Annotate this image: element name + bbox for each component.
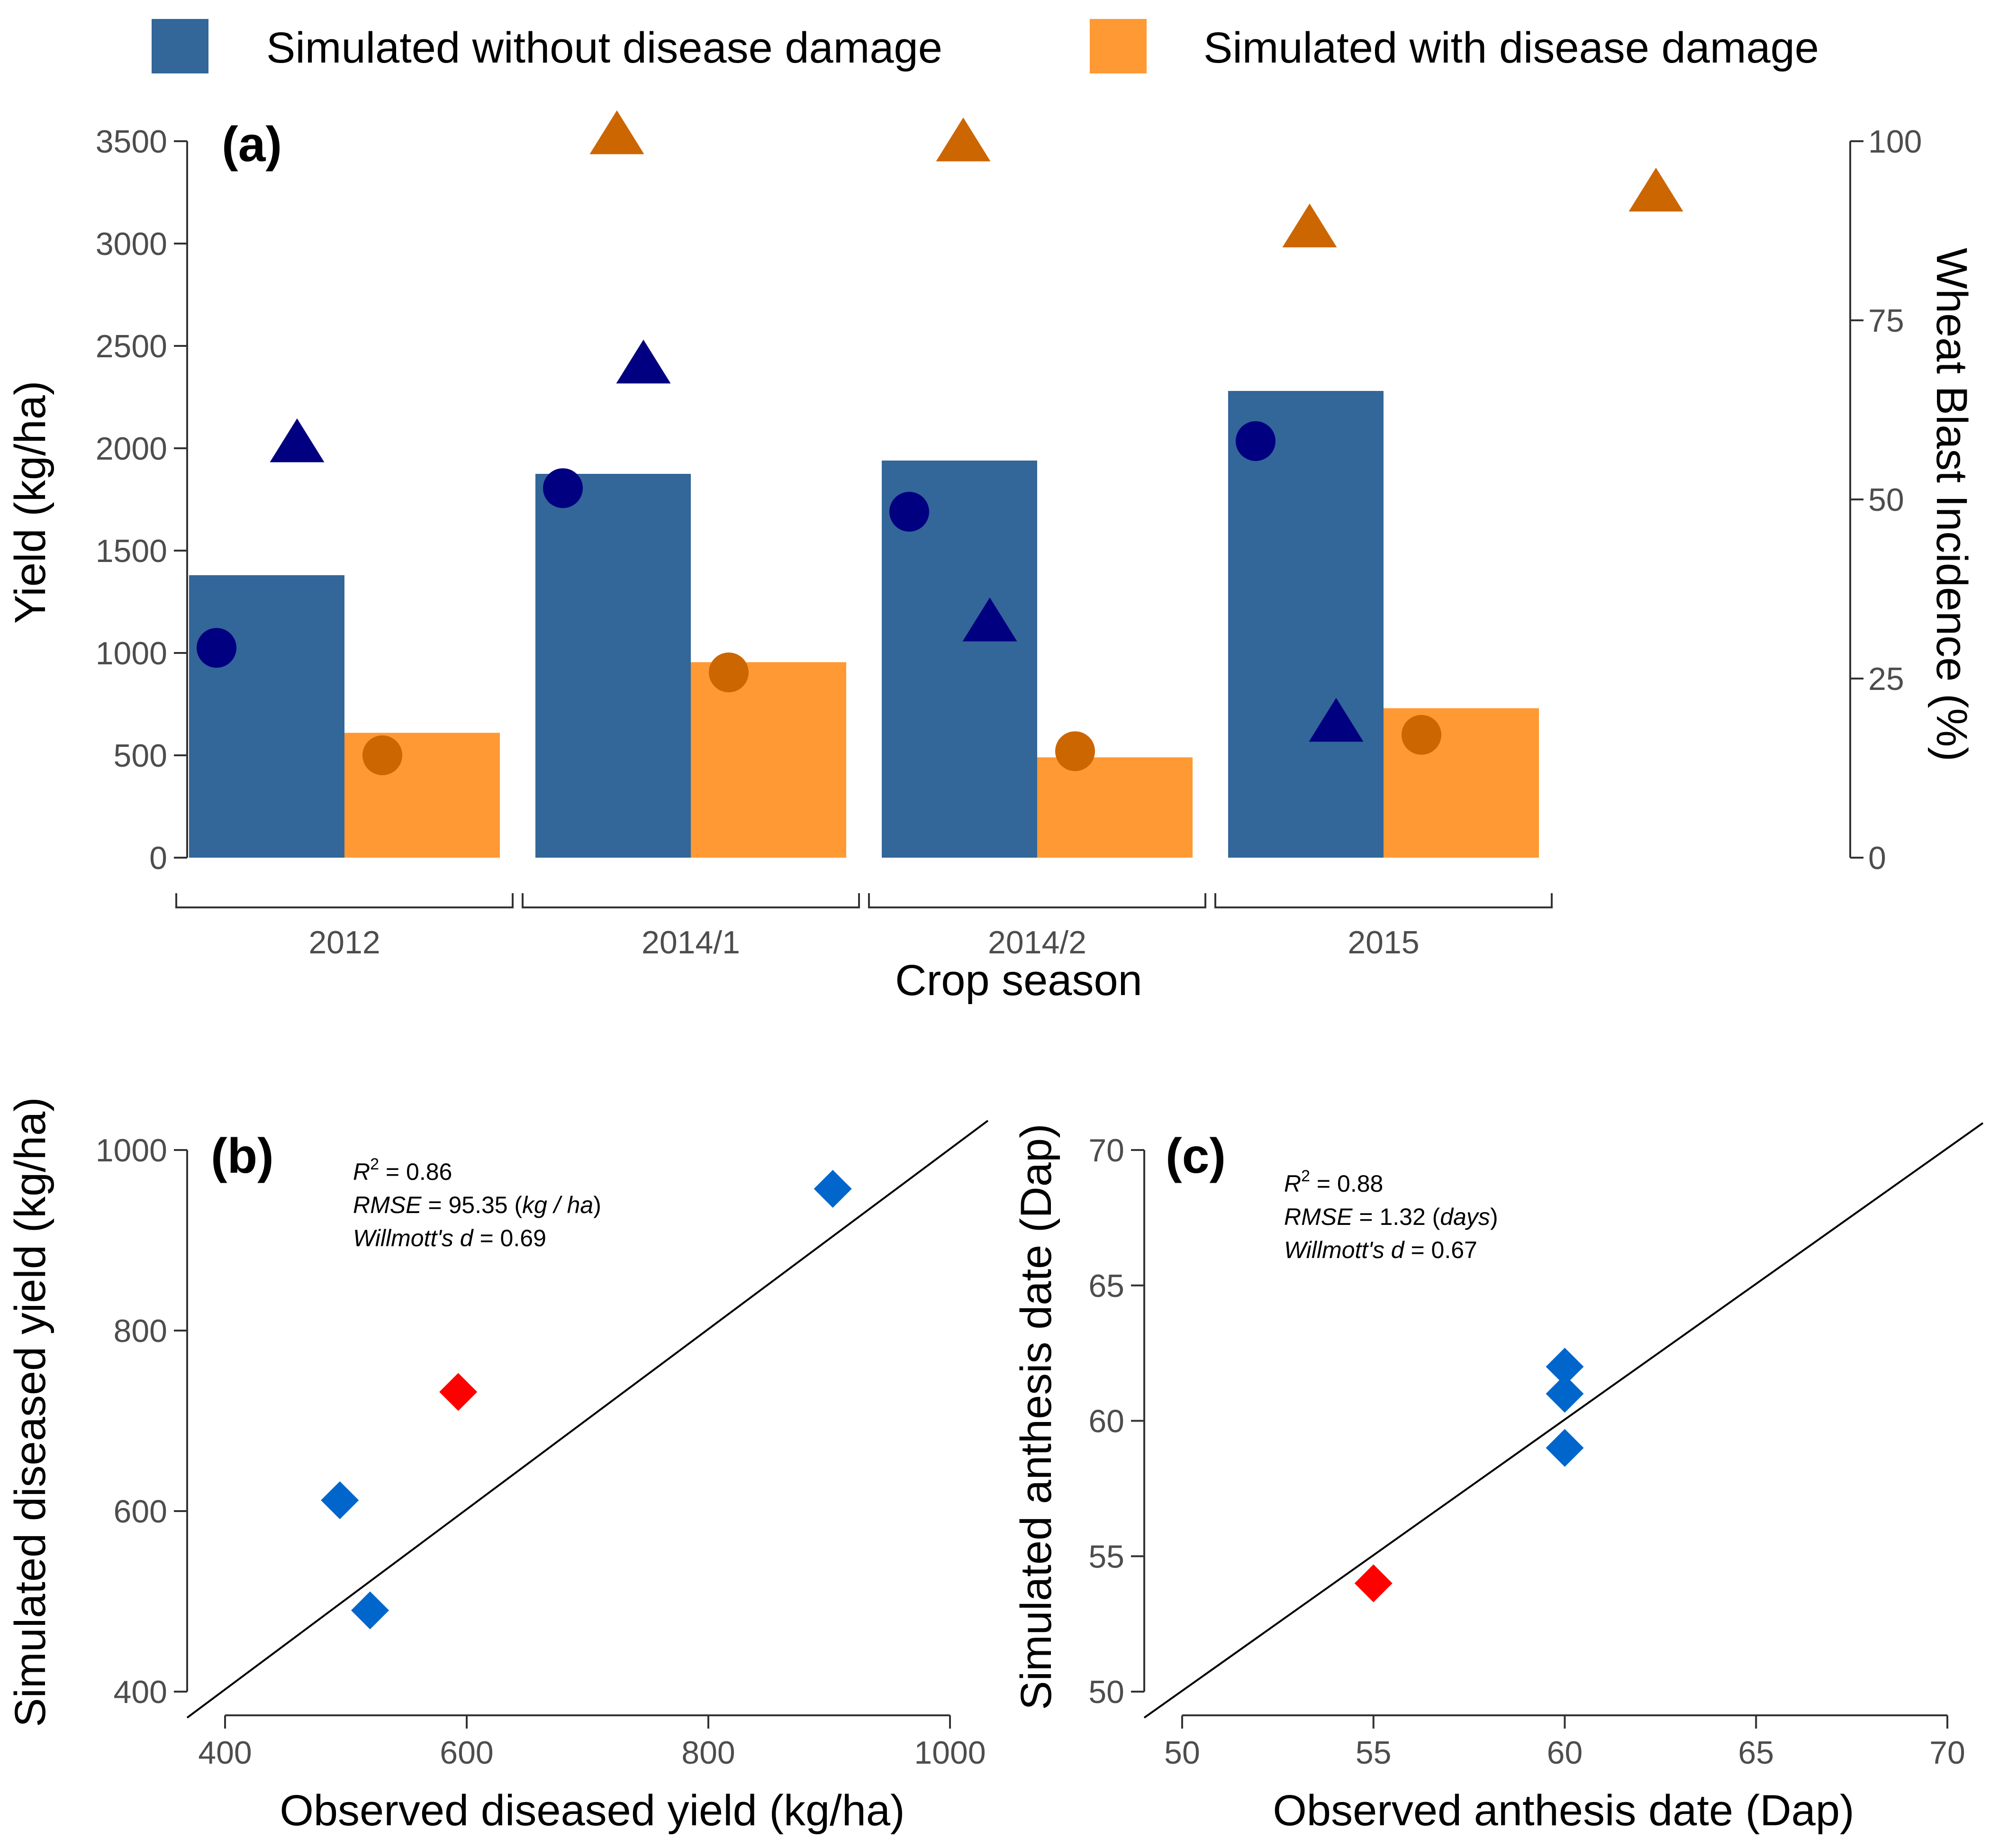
y-tick-label: 55 (1088, 1539, 1124, 1575)
one-to-one-line (186, 1120, 989, 1719)
y-tick-label: 800 (114, 1313, 167, 1349)
x-tick-label: 60 (1547, 1735, 1583, 1771)
bar-without-2014/1 (535, 474, 691, 858)
observed-yield-point-without-2014/2 (889, 491, 929, 532)
y2-tick-label: 25 (1868, 661, 1904, 697)
observed-yield-point-with-2014/1 (709, 652, 749, 693)
observed-yield-point-without-2012 (197, 628, 236, 668)
panel-c: 50 55 60 65 70 50 55 60 65 70 R2 = 0.88 RMSE = 1.32… (1012, 1122, 1984, 1835)
x-category-bracket (522, 893, 860, 908)
legend-label-2: Simulated with disease damage (1203, 24, 1819, 72)
bar-without-2015 (1228, 391, 1384, 858)
y-tick-label: 50 (1088, 1674, 1124, 1710)
observed-yield-point-with-2012 (362, 735, 402, 775)
y2-axis-title: Wheat Blast Incidence (%) (1927, 248, 1976, 761)
y-tick-label: 0 (149, 840, 167, 876)
x-tick-label: 800 (681, 1735, 735, 1771)
y-axis-title: Simulated anthesis date (Dap) (1012, 1123, 1060, 1710)
x-axis-title: Observed anthesis date (Dap) (1273, 1786, 1854, 1835)
blast-incidence-point-without-2012 (270, 418, 325, 462)
y2-tick-label: 0 (1868, 840, 1886, 876)
x-tick-label: 50 (1164, 1735, 1200, 1771)
x-category-bracket (175, 893, 514, 908)
observed-yield-point-with-2014/2 (1055, 731, 1095, 771)
legend-swatch-1 (152, 19, 208, 73)
legend-swatch-2 (1090, 19, 1147, 73)
blast-incidence-point-without-2014/1 (616, 339, 671, 384)
observed-yield-point-without-2015 (1236, 421, 1275, 461)
y-tick-label: 1000 (96, 635, 167, 671)
observed-yield-point-with-2015 (1402, 715, 1441, 755)
y-axis-title: Simulated diseased yield (kg/ha) (6, 1097, 54, 1727)
y-tick-label: 1000 (96, 1132, 167, 1169)
panel-label-b: (b) (211, 1129, 274, 1184)
x-tick-label: 55 (1356, 1735, 1392, 1771)
blast-incidence-point-with-2012 (589, 110, 644, 154)
y2-tick-label: 100 (1868, 124, 1922, 160)
y-tick-label: 3000 (96, 226, 167, 262)
scatter-point-1 (1354, 1564, 1393, 1603)
y-tick-label: 400 (114, 1674, 167, 1710)
x-axis-title: Observed diseased yield (kg/ha) (280, 1786, 905, 1835)
y2-tick-label: 75 (1868, 303, 1904, 339)
stat-willmott: Willmott's d = 0.67 (1284, 1237, 1477, 1263)
panel-label-a: (a) (222, 117, 282, 172)
y-tick-label: 70 (1088, 1132, 1124, 1169)
y-tick-label: 3500 (96, 124, 167, 160)
stat-r2: R2 = 0.86 (353, 1155, 452, 1185)
y-tick-label: 60 (1088, 1404, 1124, 1440)
scatter-point-3 (439, 1373, 478, 1411)
legend-label-1: Simulated without disease damage (266, 24, 942, 72)
y-tick-label: 2000 (96, 431, 167, 467)
bar-with-2014/1 (691, 662, 846, 858)
x-tick-label: 2015 (1348, 924, 1419, 960)
panel-b: 400 600 800 1000 400 600 800 1000 R2 = 0.86 RMSE … (6, 1097, 989, 1835)
x-tick-label: 1000 (914, 1735, 986, 1771)
scatter-point-4 (1546, 1348, 1584, 1386)
panel-label-c: (c) (1166, 1129, 1226, 1184)
scatter-point-1 (321, 1481, 359, 1520)
stat-r2: R2 = 0.88 (1284, 1167, 1383, 1197)
x-axis-title: Crop season (895, 956, 1142, 1005)
scatter-point-4 (814, 1169, 852, 1208)
stat-rmse: RMSE = 1.32 (days) (1284, 1204, 1498, 1230)
blast-incidence-point-without-2015 (1309, 698, 1364, 742)
blast-incidence-point-with-2015 (1628, 167, 1683, 212)
blast-incidence-point-with-2014/1 (936, 118, 991, 162)
blast-incidence-point-without-2014/2 (962, 598, 1017, 642)
x-category-bracket (1214, 893, 1553, 908)
y-tick-label: 500 (114, 738, 167, 774)
x-tick-label: 2012 (308, 924, 380, 960)
scatter-point-2 (351, 1591, 389, 1630)
y-tick-label: 600 (114, 1494, 167, 1530)
y2-tick-label: 50 (1868, 482, 1904, 518)
scatter-point-3 (1546, 1375, 1584, 1413)
bar-without-2012 (189, 575, 344, 858)
x-tick-label: 65 (1738, 1735, 1774, 1771)
x-tick-label: 70 (1929, 1735, 1965, 1771)
legend: Simulated without disease damage Simulate… (152, 19, 1819, 73)
x-tick-label: 2014/2 (988, 924, 1086, 960)
y-tick-label: 1500 (96, 533, 167, 569)
y-tick-label: 2500 (96, 328, 167, 364)
observed-yield-point-without-2014/1 (543, 468, 583, 508)
x-tick-label: 400 (198, 1735, 252, 1771)
x-tick-label: 2014/1 (642, 924, 740, 960)
blast-incidence-point-with-2014/2 (1282, 203, 1337, 247)
x-category-bracket (868, 893, 1206, 908)
panel-a: 0 500 1000 1500 2000 2500 3000 3500 0 25 50 75 100 20… (6, 110, 1976, 1005)
one-to-one-line (1143, 1122, 1984, 1719)
bar-with-2014/2 (1037, 757, 1193, 858)
scatter-point-2 (1546, 1429, 1584, 1467)
y-axis-title: Yield (kg/ha) (6, 380, 54, 624)
stat-willmott: Willmott's d = 0.69 (353, 1225, 546, 1251)
stat-rmse: RMSE = 95.35 (kg / ha) (353, 1192, 601, 1218)
x-tick-label: 600 (440, 1735, 493, 1771)
y-tick-label: 65 (1088, 1268, 1124, 1304)
